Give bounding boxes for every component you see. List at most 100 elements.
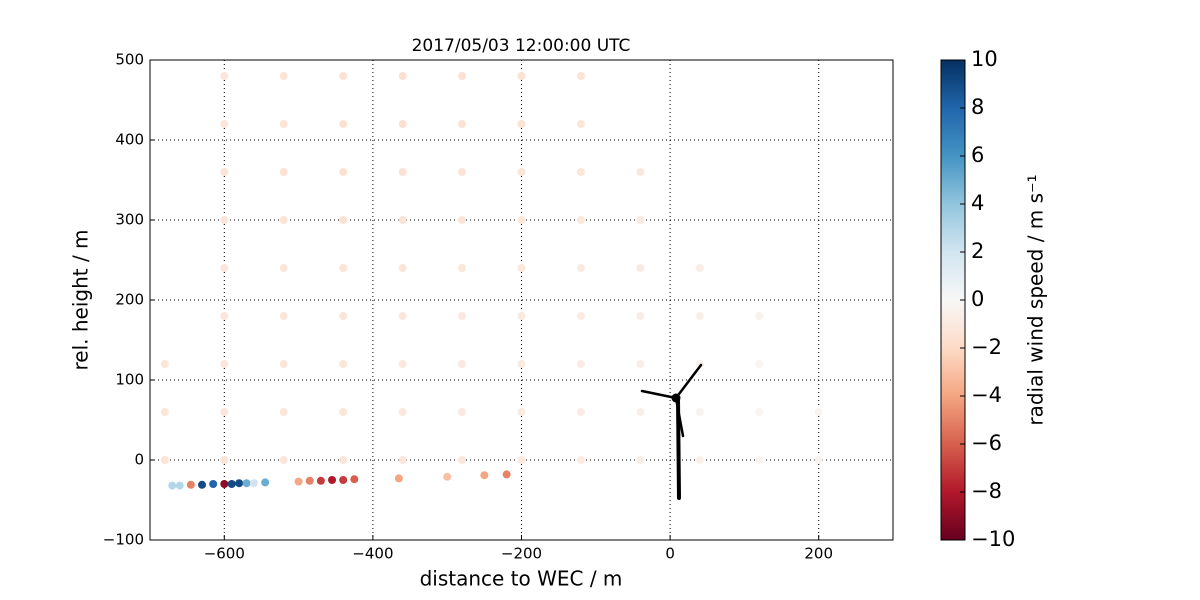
scan-point [398,312,407,320]
colorbar-tick-label: −6 [971,431,1002,455]
scan-point [576,120,585,128]
scan-point [695,360,704,368]
scan-point [339,476,348,484]
scan-point [398,456,407,464]
turbine-blade [640,389,678,400]
x-tick-label: −400 [352,545,393,563]
y-tick-label: −100 [103,531,144,549]
scan-point [186,480,195,489]
scan-point [220,456,229,464]
scan-point [279,360,288,368]
x-axis-label: distance to WEC / m [420,567,623,591]
scan-point [443,472,452,481]
x-tick-label: 200 [804,545,833,563]
scan-point [328,476,337,484]
y-axis-label: rel. height / m [69,229,93,370]
scan-point [398,168,407,176]
scan-point [250,479,259,488]
scan-point [517,72,526,80]
scan-point [398,72,407,80]
scan-point [458,360,467,368]
scan-point [517,216,526,224]
scan-point [279,168,288,176]
scan-point [160,408,169,416]
x-tick-label: −600 [204,545,245,563]
scan-point [636,312,645,320]
turbine-hub [671,393,681,403]
scan-point [279,120,288,128]
scan-point [576,408,585,416]
y-tick-label: 100 [115,371,144,389]
scan-point [316,476,325,485]
scan-point [398,360,407,368]
scan-point [261,478,270,487]
scan-point [398,408,407,416]
scan-point [636,360,645,368]
scan-point [279,264,288,272]
scan-point [279,216,288,224]
wind-turbine [640,363,703,500]
scan-point [220,264,229,272]
scan-point [339,456,348,464]
scan-point [636,216,645,224]
scan-point [339,168,348,176]
x-tick-label: −200 [501,545,542,563]
scan-point [339,216,348,224]
colorbar-tick-label: 6 [971,143,984,167]
scan-point [235,479,244,488]
scan-point [339,408,348,416]
scan-point [576,216,585,224]
scan-point [502,470,511,479]
scan-point [398,216,407,224]
scan-point [220,408,229,416]
scan-point [242,479,251,488]
scan-point [636,456,645,464]
scan-point [305,476,314,485]
colorbar-tick-label: −8 [971,479,1002,503]
scan-point [227,480,236,488]
scan-point [755,456,764,464]
scan-point [220,120,229,128]
scan-point [755,312,764,320]
scan-point [168,481,177,490]
scan-point [458,168,467,176]
scan-point [636,408,645,416]
scan-point [517,456,526,464]
y-tick-label: 400 [115,131,144,149]
scan-point [517,168,526,176]
colorbar-tick-label: −4 [971,383,1002,407]
scan-point [517,120,526,128]
scan-point [576,264,585,272]
scan-point [755,360,764,368]
scan-point [294,477,303,486]
x-tick-label: 0 [665,545,675,563]
scan-point [695,408,704,416]
colorbar-tick-label: 4 [971,191,984,215]
scan-point [198,480,207,489]
scan-point [458,120,467,128]
scan-point [576,456,585,464]
scan-point [695,264,704,272]
colorbar-tick-label: 8 [971,95,984,119]
scan-point [350,475,359,484]
colorbar-tick-label: 2 [971,239,984,263]
colorbar-tick-label: −2 [971,335,1002,359]
colorbar-tick-label: −10 [971,527,1015,551]
y-tick-label: 200 [115,291,144,309]
plot-area [150,59,893,541]
scan-point [576,72,585,80]
scan-point [814,408,823,416]
scan-point [636,264,645,272]
scan-point [220,312,229,320]
scan-point [814,456,823,464]
y-tick-label: 300 [115,211,144,229]
scan-point [279,72,288,80]
scan-point [636,168,645,176]
scan-point [279,408,288,416]
scan-point [220,480,229,488]
chart-title: 2017/05/03 12:00:00 UTC [412,36,631,56]
scan-point [175,481,184,490]
scan-point [517,264,526,272]
scan-point [394,474,403,483]
colorbar-tick-label: 10 [971,47,998,71]
